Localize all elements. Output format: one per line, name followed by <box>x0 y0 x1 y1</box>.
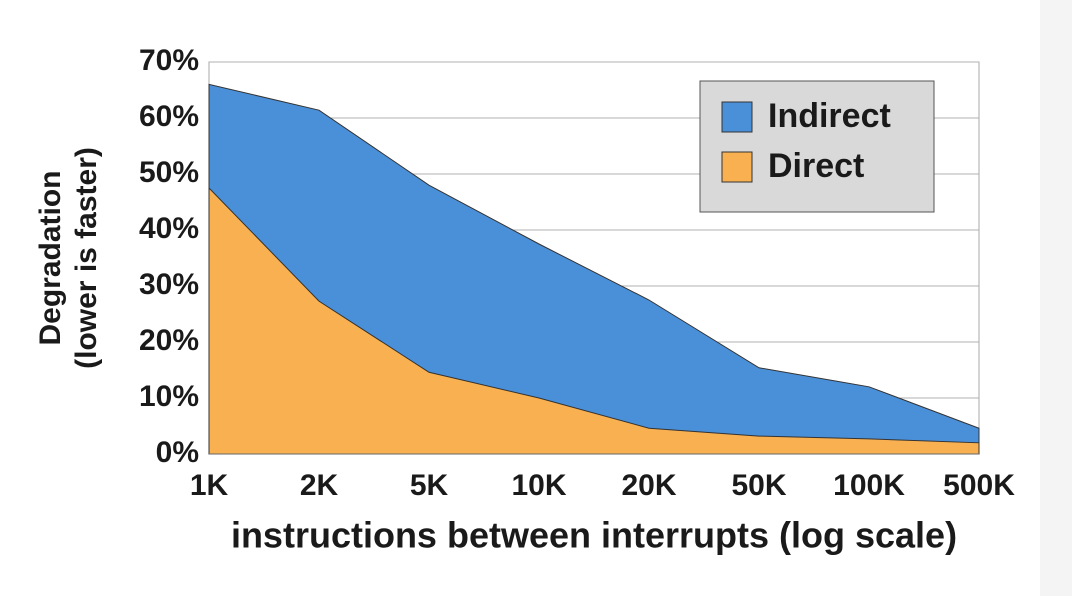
y-tick-label: 30% <box>139 268 199 301</box>
y-tick-label: 60% <box>139 100 199 133</box>
x-tick-label: 10K <box>511 469 566 502</box>
x-tick-label: 50K <box>731 469 786 502</box>
y-axis-title: (lower is faster) <box>70 147 103 369</box>
y-tick-label: 40% <box>139 212 199 245</box>
x-tick-label: 1K <box>190 469 229 502</box>
y-tick-label: 20% <box>139 324 199 357</box>
legend-swatch <box>721 101 753 133</box>
legend-label: Direct <box>768 147 864 185</box>
area <box>208 186 980 455</box>
x-tick-label: 20K <box>621 469 676 502</box>
x-axis-title: instructions between interrupts (log sca… <box>231 515 957 556</box>
side-strip <box>1040 0 1072 596</box>
y-tick-label: 70% <box>139 44 199 77</box>
legend-label: Indirect <box>768 97 891 135</box>
x-tick-label: 500K <box>943 469 1015 502</box>
y-axis-title: Degradation <box>34 170 67 345</box>
y-tick-label: 0% <box>156 436 199 469</box>
legend-swatch <box>721 151 753 183</box>
y-tick-label: 10% <box>139 380 199 413</box>
x-tick-label: 2K <box>300 469 339 502</box>
x-tick-label: 100K <box>833 469 905 502</box>
x-tick-label: 5K <box>410 469 449 502</box>
y-tick-label: 50% <box>139 156 199 189</box>
